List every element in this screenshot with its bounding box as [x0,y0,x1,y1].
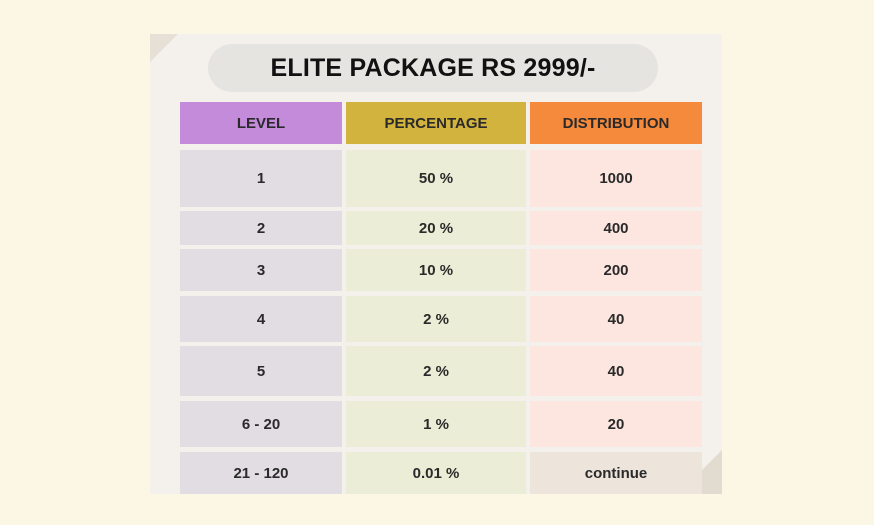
distribution-cell: continue [530,452,702,494]
percentage-cell: 0.01 % [346,452,526,494]
table-row: 3 10 % 200 [180,249,703,291]
level-cell: 4 [180,296,342,342]
level-cell: 21 - 120 [180,452,342,494]
corner-decoration-top-left [150,34,178,62]
distribution-cell: 400 [530,211,702,245]
header-level: LEVEL [180,102,342,144]
header-distribution: DISTRIBUTION [530,102,702,144]
table-row: 21 - 120 0.01 % continue [180,452,703,494]
header-percentage: PERCENTAGE [346,102,526,144]
percentage-cell: 10 % [346,249,526,291]
percentage-cell: 1 % [346,401,526,447]
level-cell: 1 [180,150,342,207]
title-banner: ELITE PACKAGE RS 2999/- [208,44,658,92]
percentage-cell: 2 % [346,346,526,396]
table-row: 2 20 % 400 [180,211,703,245]
distribution-cell: 40 [530,346,702,396]
table-row: 1 50 % 1000 [180,150,703,207]
table-row: 4 2 % 40 [180,296,703,342]
level-cell: 6 - 20 [180,401,342,447]
distribution-cell: 1000 [530,150,702,207]
table-row: 6 - 20 1 % 20 [180,401,703,447]
table-row: 5 2 % 40 [180,346,703,396]
table-header-row: LEVEL PERCENTAGE DISTRIBUTION [180,102,703,144]
distribution-cell: 200 [530,249,702,291]
distribution-cell: 20 [530,401,702,447]
package-card: ELITE PACKAGE RS 2999/- LEVEL PERCENTAGE… [150,34,722,494]
percentage-cell: 2 % [346,296,526,342]
level-cell: 2 [180,211,342,245]
page-title: ELITE PACKAGE RS 2999/- [270,54,595,83]
percentage-cell: 20 % [346,211,526,245]
percentage-cell: 50 % [346,150,526,207]
level-cell: 5 [180,346,342,396]
level-cell: 3 [180,249,342,291]
distribution-cell: 40 [530,296,702,342]
